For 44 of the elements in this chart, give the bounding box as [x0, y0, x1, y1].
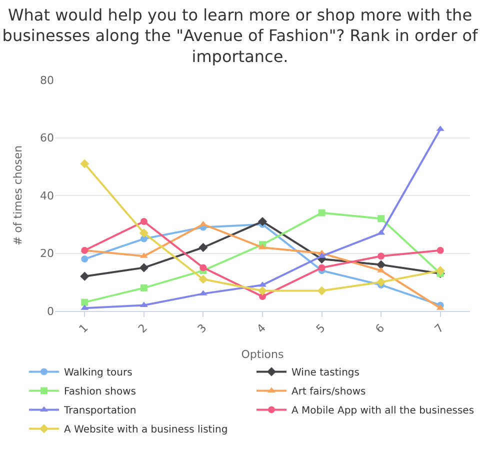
- point: [317, 286, 326, 296]
- point: [436, 266, 445, 276]
- point: [198, 242, 208, 252]
- y-tick-label: 60: [40, 132, 54, 145]
- point: [198, 274, 208, 284]
- y-axis-title: # of times chosen: [12, 145, 25, 246]
- legend-label: Fashion shows: [64, 386, 136, 398]
- point: [376, 260, 386, 270]
- y-tick-label: 80: [40, 74, 54, 87]
- point: [378, 215, 385, 222]
- chart-title: What would help you to learn more or shop more with the businesses along the "Avenue of Fashion"? Rank in order of importance.: [2, 5, 478, 66]
- x-tick-label: 7: [432, 322, 446, 336]
- y-tick-label: 20: [40, 247, 54, 260]
- point: [140, 284, 148, 292]
- point: [318, 209, 326, 216]
- legend-label: A Mobile App with all the businesses: [292, 406, 474, 417]
- x-tick-label: 6: [372, 322, 388, 336]
- point: [318, 264, 326, 272]
- point: [436, 246, 444, 254]
- x-tick-label: 3: [195, 322, 210, 336]
- point: [378, 252, 385, 260]
- point: [140, 218, 148, 225]
- point: [81, 256, 88, 263]
- point: [139, 228, 148, 238]
- legend-label: A Website with a business listing: [64, 424, 228, 436]
- y-tick-label: 0: [47, 304, 54, 318]
- legend-label: Transportation: [63, 406, 136, 417]
- x-axis-title: Options: [241, 348, 284, 361]
- point: [258, 216, 268, 226]
- point: [258, 286, 268, 296]
- point: [139, 263, 148, 272]
- point: [81, 298, 88, 306]
- legend-label: Wine tastings: [292, 368, 360, 379]
- x-tick-label: 4: [254, 322, 269, 336]
- legend-label: Walking tours: [64, 368, 132, 379]
- x-tick-label: 5: [314, 322, 328, 336]
- y-tick-label: 40: [40, 189, 54, 202]
- x-tick-label: 1: [76, 322, 91, 336]
- x-tick-label: 2: [136, 322, 150, 336]
- point: [80, 159, 90, 168]
- point: [200, 264, 207, 272]
- point: [376, 278, 386, 287]
- legend-label: Art fairs/shows: [292, 386, 366, 398]
- point: [80, 272, 90, 281]
